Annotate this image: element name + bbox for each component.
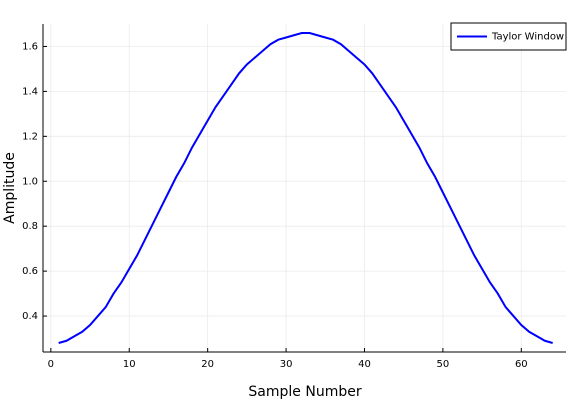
x-tick-label: 50 bbox=[437, 359, 450, 370]
x-axis-title: Sample Number bbox=[248, 384, 361, 400]
y-axis-title: Amplitude bbox=[2, 152, 18, 224]
y-tick-label: 0.6 bbox=[22, 266, 38, 277]
line-series bbox=[58, 31, 553, 344]
y-tick-label: 1.4 bbox=[22, 86, 38, 97]
x-tick-label: 30 bbox=[280, 359, 293, 370]
y-tick-label: 1.6 bbox=[22, 41, 38, 52]
x-tick-label: 60 bbox=[515, 359, 528, 370]
y-tick-label: 0.4 bbox=[22, 311, 38, 322]
y-tick-label: 1.0 bbox=[22, 176, 38, 187]
y-tick-label: 1.2 bbox=[22, 131, 38, 142]
y-tick-label: 0.8 bbox=[22, 221, 38, 232]
x-tick-label: 20 bbox=[201, 359, 214, 370]
x-tick-label: 10 bbox=[123, 359, 136, 370]
x-tick-label: 40 bbox=[358, 359, 371, 370]
x-tick-label: 0 bbox=[48, 359, 54, 370]
legend-label: Taylor Window bbox=[491, 32, 564, 43]
